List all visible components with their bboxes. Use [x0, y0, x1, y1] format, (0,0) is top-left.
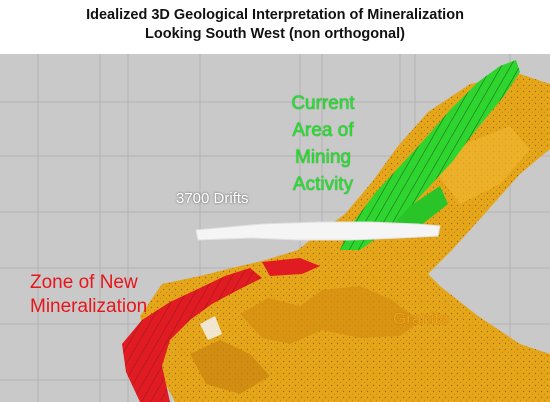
label-line: Area of: [292, 120, 354, 141]
geology-scene: [0, 54, 550, 402]
label-current-mining-area: Current Area of Mining Activity: [268, 90, 378, 198]
3d-model-view: Current Area of Mining Activity 3700 Dri…: [0, 54, 550, 402]
title-line-1: Idealized 3D Geological Interpretation o…: [86, 7, 464, 23]
red-mineralization-body: [122, 258, 320, 402]
label-new-mineralization-zone: Zone of New Mineralization: [30, 271, 170, 319]
drift-3700: [195, 221, 441, 241]
label-line: Mining: [295, 147, 351, 168]
label-line: Zone of New: [30, 272, 138, 293]
label-3700-drifts: 3700 Drifts: [176, 190, 249, 207]
label-granite: Granite: [393, 309, 449, 328]
label-line: Current: [291, 93, 355, 114]
title-line-2: Looking South West (non orthogonal): [145, 26, 405, 42]
figure-title: Idealized 3D Geological Interpretation o…: [0, 0, 550, 52]
label-line: Activity: [292, 174, 354, 195]
label-line: Mineralization: [30, 296, 148, 317]
